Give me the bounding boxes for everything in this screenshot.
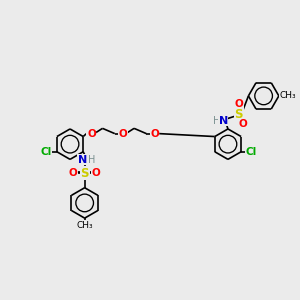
Text: CH₃: CH₃ xyxy=(76,221,93,230)
Text: H: H xyxy=(213,116,220,126)
Text: CH₃: CH₃ xyxy=(280,92,296,100)
Text: N: N xyxy=(78,155,87,165)
Text: O: O xyxy=(118,129,127,139)
Text: Cl: Cl xyxy=(246,147,257,157)
Text: O: O xyxy=(87,129,96,139)
Text: O: O xyxy=(92,168,101,178)
Text: O: O xyxy=(239,119,248,129)
Text: H: H xyxy=(88,155,95,165)
Text: S: S xyxy=(235,108,243,122)
Text: O: O xyxy=(150,129,159,139)
Text: Cl: Cl xyxy=(40,147,51,157)
Text: S: S xyxy=(80,167,89,180)
Text: O: O xyxy=(69,168,77,178)
Text: N: N xyxy=(219,116,228,126)
Text: O: O xyxy=(234,99,243,109)
